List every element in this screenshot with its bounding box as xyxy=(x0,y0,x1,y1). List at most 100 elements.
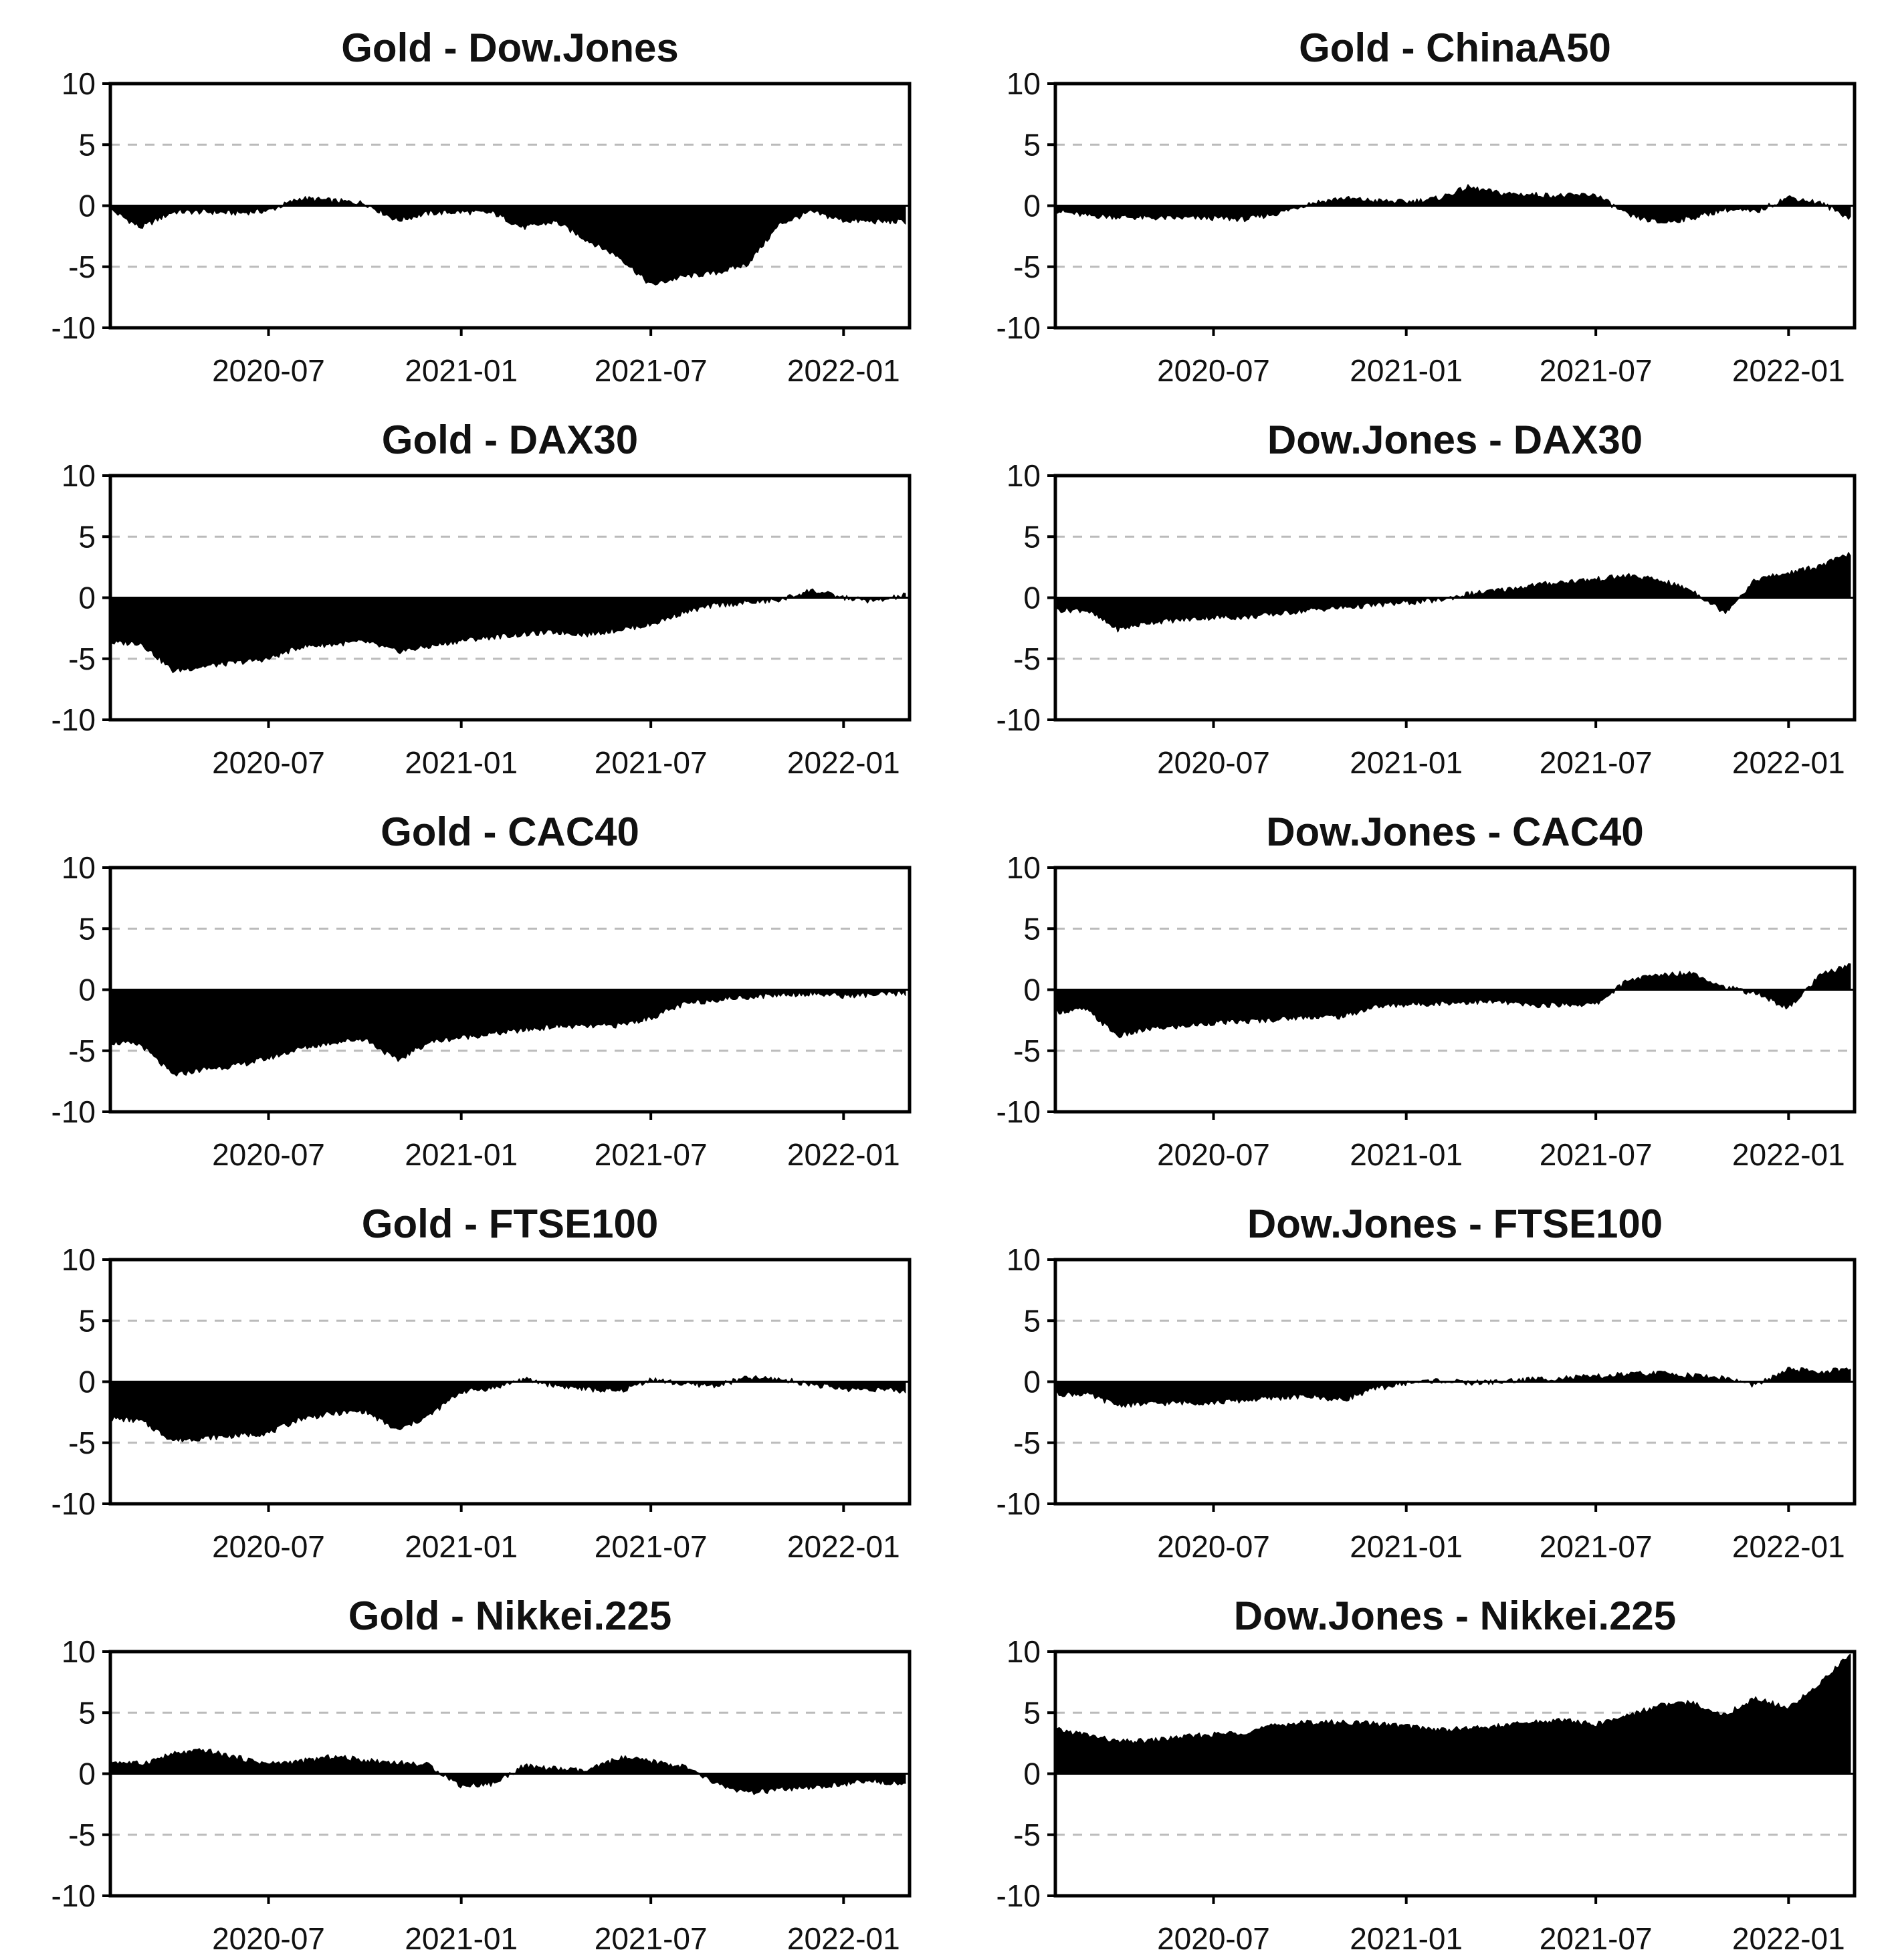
chart-svg: Gold - DAX30 10 5 0 -5 -10 2020-07 2021-01 2021-… xyxy=(51,417,912,780)
y-tick-label: 0 xyxy=(1023,1365,1041,1399)
chart-title: Gold - Dow.Jones xyxy=(341,25,678,70)
x-tick-label: 2020-07 xyxy=(212,1137,325,1172)
chart-title: Dow.Jones - FTSE100 xyxy=(1247,1201,1663,1246)
x-tick-label: 2021-01 xyxy=(405,745,518,780)
y-tick-label: -10 xyxy=(51,1094,96,1129)
chart-panel: Gold - DAX30 10 5 0 -5 -10 2020-07 2021-01 2021-… xyxy=(0,392,945,784)
y-tick-label: 0 xyxy=(1023,973,1041,1007)
y-tick-label: 5 xyxy=(1023,519,1041,554)
chart-svg: Gold - ChinaA50 10 5 0 -5 -10 2020-07 2021-01 20… xyxy=(996,25,1857,388)
x-tick-label: 2021-07 xyxy=(595,353,708,388)
y-tick-label: 5 xyxy=(78,519,96,554)
x-tick-label: 2021-07 xyxy=(595,745,708,780)
y-tick-label: 10 xyxy=(1007,458,1041,493)
series-area xyxy=(110,989,906,1077)
x-tick-label: 2021-07 xyxy=(595,1921,708,1956)
x-tick-label: 2021-01 xyxy=(1350,1921,1463,1956)
y-tick-label: -10 xyxy=(996,702,1041,737)
x-tick-label: 2021-01 xyxy=(405,353,518,388)
y-tick-label: -10 xyxy=(51,1878,96,1913)
y-tick-label: 0 xyxy=(1023,581,1041,615)
y-tick-label: 5 xyxy=(1023,911,1041,946)
y-tick-label: -10 xyxy=(996,1486,1041,1521)
chart-panel: Gold - FTSE100 10 5 0 -5 -10 2020-07 2021-01 202… xyxy=(0,1176,945,1568)
chart-svg: Dow.Jones - DAX30 10 5 0 -5 -10 2020-07 2021-01… xyxy=(996,417,1857,780)
x-tick-label: 2022-01 xyxy=(787,745,900,780)
chart-svg: Gold - Nikkei.225 10 5 0 -5 -10 2020-07 2021-01… xyxy=(51,1593,912,1956)
y-tick-label: 10 xyxy=(62,1242,96,1277)
x-tick-label: 2021-01 xyxy=(1350,1529,1463,1564)
x-tick-label: 2022-01 xyxy=(1732,1921,1845,1956)
series-area xyxy=(110,196,906,286)
x-tick-label: 2020-07 xyxy=(212,1921,325,1956)
chart-title: Gold - ChinaA50 xyxy=(1299,25,1611,70)
chart-title: Gold - CAC40 xyxy=(381,809,639,854)
x-tick-label: 2022-01 xyxy=(1732,353,1845,388)
chart-panel: Dow.Jones - CAC40 10 5 0 -5 -10 2020-07 2021-01… xyxy=(945,784,1890,1176)
series-area xyxy=(1055,1654,1851,1775)
y-tick-label: -5 xyxy=(1013,642,1041,676)
x-tick-label: 2020-07 xyxy=(212,353,325,388)
chart-svg: Dow.Jones - CAC40 10 5 0 -5 -10 2020-07 2021-01… xyxy=(996,809,1857,1172)
x-tick-label: 2020-07 xyxy=(1157,1921,1270,1956)
y-tick-label: 10 xyxy=(1007,1242,1041,1277)
y-tick-label: -5 xyxy=(1013,1034,1041,1068)
y-tick-label: 0 xyxy=(78,973,96,1007)
y-tick-label: 5 xyxy=(78,911,96,946)
chart-title: Dow.Jones - CAC40 xyxy=(1266,809,1644,854)
y-tick-label: -10 xyxy=(51,310,96,345)
x-tick-label: 2020-07 xyxy=(1157,745,1270,780)
chart-panel: Dow.Jones - Nikkei.225 10 5 0 -5 -10 2020-07 20… xyxy=(945,1568,1890,1960)
x-tick-label: 2021-01 xyxy=(405,1921,518,1956)
chart-svg: Dow.Jones - FTSE100 10 5 0 -5 -10 2020-07 2021-… xyxy=(996,1201,1857,1564)
y-tick-label: 0 xyxy=(1023,1757,1041,1791)
y-tick-label: 10 xyxy=(62,850,96,885)
x-tick-label: 2021-01 xyxy=(1350,745,1463,780)
x-tick-label: 2022-01 xyxy=(1732,1529,1845,1564)
y-tick-label: -5 xyxy=(68,642,96,676)
x-tick-label: 2021-01 xyxy=(1350,353,1463,388)
series-area xyxy=(1055,1367,1851,1408)
y-tick-label: -5 xyxy=(1013,1426,1041,1460)
series-area xyxy=(110,1375,906,1443)
y-tick-label: 0 xyxy=(78,1365,96,1399)
x-tick-label: 2022-01 xyxy=(787,1137,900,1172)
x-tick-label: 2021-07 xyxy=(1540,1137,1653,1172)
y-tick-label: -10 xyxy=(996,310,1041,345)
chart-panel: Dow.Jones - DAX30 10 5 0 -5 -10 2020-07 2021-01… xyxy=(945,392,1890,784)
x-tick-label: 2021-07 xyxy=(1540,1921,1653,1956)
chart-panel: Gold - Dow.Jones 10 5 0 -5 -10 2020-07 2021-01 2… xyxy=(0,0,945,392)
y-tick-label: 10 xyxy=(1007,850,1041,885)
chart-svg: Gold - Dow.Jones 10 5 0 -5 -10 2020-07 2021-01 2… xyxy=(51,25,912,388)
x-tick-label: 2022-01 xyxy=(1732,1137,1845,1172)
x-tick-label: 2021-07 xyxy=(595,1529,708,1564)
chart-panel: Gold - ChinaA50 10 5 0 -5 -10 2020-07 2021-01 20… xyxy=(945,0,1890,392)
chart-title: Gold - FTSE100 xyxy=(362,1201,658,1246)
y-tick-label: 5 xyxy=(78,1695,96,1730)
x-tick-label: 2021-07 xyxy=(1540,1529,1653,1564)
y-tick-label: -5 xyxy=(1013,1818,1041,1852)
y-tick-label: -10 xyxy=(51,1486,96,1521)
y-tick-label: 10 xyxy=(62,1634,96,1669)
y-tick-label: 5 xyxy=(1023,127,1041,162)
chart-title: Dow.Jones - DAX30 xyxy=(1267,417,1643,462)
x-tick-label: 2021-07 xyxy=(1540,745,1653,780)
series-area xyxy=(110,1748,906,1795)
x-tick-label: 2021-01 xyxy=(405,1529,518,1564)
series-area xyxy=(110,588,906,674)
x-tick-label: 2021-01 xyxy=(1350,1137,1463,1172)
y-tick-label: 5 xyxy=(1023,1303,1041,1338)
x-tick-label: 2022-01 xyxy=(787,1529,900,1564)
x-tick-label: 2021-07 xyxy=(1540,353,1653,388)
x-tick-label: 2022-01 xyxy=(787,1921,900,1956)
x-tick-label: 2021-01 xyxy=(405,1137,518,1172)
y-tick-label: 10 xyxy=(62,66,96,101)
chart-svg: Gold - FTSE100 10 5 0 -5 -10 2020-07 2021-01 202… xyxy=(51,1201,912,1564)
chart-title: Gold - Nikkei.225 xyxy=(348,1593,672,1638)
y-tick-label: 0 xyxy=(78,581,96,615)
y-tick-label: -5 xyxy=(68,1818,96,1852)
x-tick-label: 2020-07 xyxy=(212,1529,325,1564)
y-tick-label: -5 xyxy=(1013,250,1041,284)
chart-svg: Dow.Jones - Nikkei.225 10 5 0 -5 -10 2020-07 20… xyxy=(996,1593,1857,1956)
series-area xyxy=(1055,184,1851,224)
